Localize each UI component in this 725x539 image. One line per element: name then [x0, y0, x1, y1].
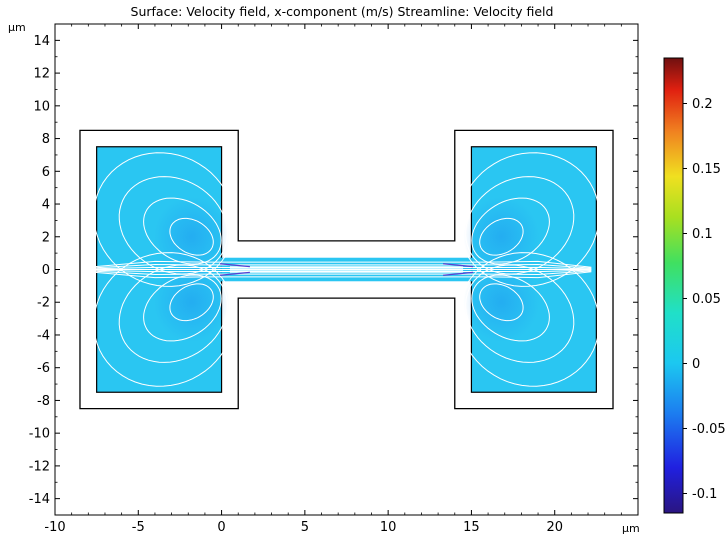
axis-layer: -10 -5 0 5 10 15 2014121086420-2-4-6-8-10-12-1…: [29, 24, 639, 535]
x-tick-label: 5: [301, 520, 309, 535]
x-tick-label: 15: [463, 520, 480, 535]
streamline-through-7: [88, 271, 592, 279]
chart-title: Surface: Velocity field, x-component (m/…: [131, 4, 554, 19]
streamline-vortex-4-3: [465, 264, 575, 363]
x-tick-label: 10: [380, 520, 397, 535]
y-tick-label: -8: [37, 394, 50, 409]
colorbar-tick-label: 0.05: [692, 292, 721, 307]
y-tick-label: 12: [33, 67, 50, 82]
x-tick-label: -10: [44, 520, 65, 535]
streamline-vortex-1-2: [143, 197, 222, 265]
streamline-vortex-1-1: [169, 217, 214, 256]
x-axis-unit: µm: [622, 522, 640, 535]
streamline-vortex-3-3: [465, 176, 575, 275]
streamline-vortex-2-4: [93, 252, 235, 387]
colorbar-tick-label: 0: [692, 357, 700, 372]
streamline-vortex-2-2: [143, 274, 222, 342]
y-tick-label: -2: [37, 296, 50, 311]
streamline-vortex-2-3: [118, 264, 228, 363]
streamline-vortex-2-1: [169, 283, 214, 322]
streamline-through-6: [88, 260, 592, 268]
streamline-vortex-4-4: [458, 252, 600, 387]
y-axis-unit: µm: [8, 21, 26, 34]
colorbar-tick-label: -0.05: [692, 422, 725, 437]
y-tick-label: 8: [42, 132, 50, 147]
channel-accent-4: [443, 271, 474, 276]
streamline-through-3: [88, 269, 592, 273]
streamline-vortex-1-4: [93, 152, 235, 287]
streamline-vortex-3-4: [458, 152, 600, 287]
streamline-vortex-1-3: [118, 176, 228, 275]
streamline-vortex-4-2: [471, 274, 550, 342]
streamline-vortex-3-1: [479, 217, 524, 256]
channel-accent-3: [443, 263, 474, 268]
colorbar-tick-label: 0.1: [692, 227, 713, 242]
y-tick-label: -12: [29, 459, 50, 474]
colorbar-tick-label: 0.15: [692, 162, 721, 177]
y-tick-label: -4: [37, 328, 50, 343]
y-tick-label: 6: [42, 165, 50, 180]
channel-accent-1: [219, 263, 250, 268]
y-tick-label: 10: [33, 99, 50, 114]
colorbar-ticks: 0.2 0.15 0.1 0.05 0 -0.05 -0.1: [683, 97, 725, 502]
y-tick-label: -14: [29, 492, 50, 507]
x-tick-label: -5: [132, 520, 145, 535]
colorbar-tick-label: 0.2: [692, 97, 713, 112]
streamline-through-5: [88, 270, 592, 276]
y-tick-label: 4: [42, 198, 50, 213]
y-tick-label: -6: [37, 361, 50, 376]
streamline-through-2: [88, 266, 592, 270]
streamline-vortex-4-1: [479, 283, 524, 322]
y-tick-label: 2: [42, 230, 50, 245]
y-tick-label: 14: [33, 34, 50, 49]
colorbar-tick-label: -0.1: [692, 487, 717, 502]
channel-accent-2: [219, 271, 250, 276]
colorbar: [663, 57, 684, 514]
y-tick-label: 0: [42, 263, 50, 278]
streamline-through-4: [88, 263, 592, 269]
y-tick-label: -10: [29, 427, 50, 442]
streamline-layer: [88, 152, 600, 387]
streamline-vortex-3-2: [471, 197, 550, 265]
x-tick-label: 0: [217, 520, 225, 535]
x-tick-label: 20: [546, 520, 563, 535]
